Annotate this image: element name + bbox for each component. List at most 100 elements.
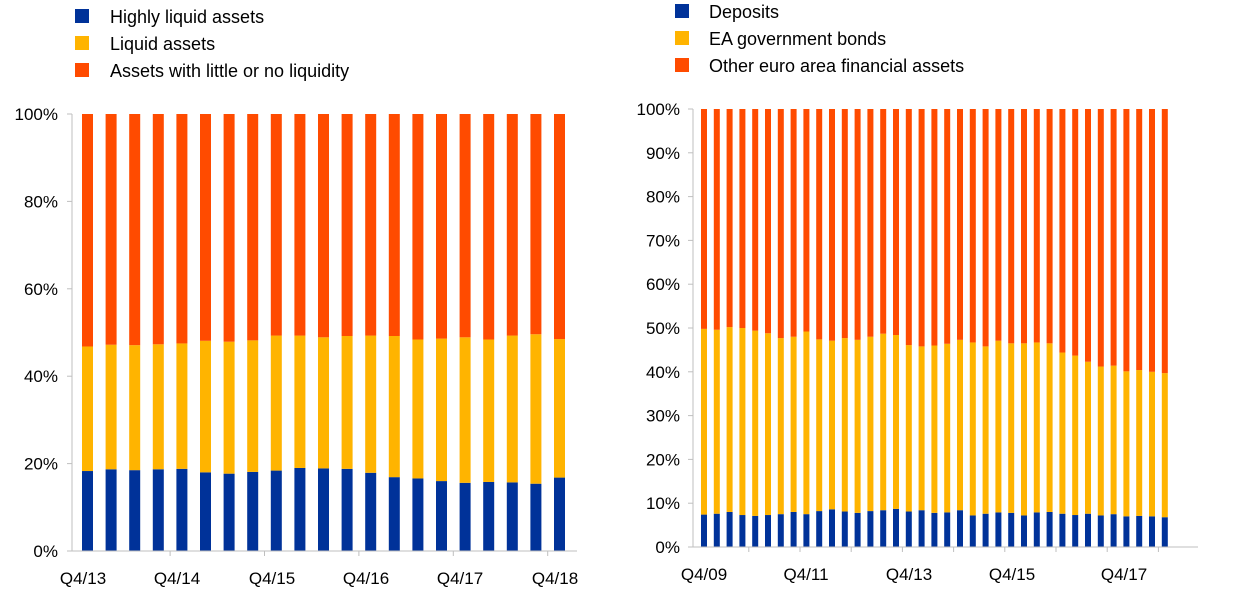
x-tick-label: Q4/17 [437,569,483,588]
bar-segment-1 [905,511,912,547]
bar-segment-2 [867,336,874,512]
x-tick-label: Q4/15 [989,565,1035,584]
bar-segment-1 [82,471,93,551]
bar-segment-2 [995,340,1002,513]
bar-segment-2 [1110,365,1117,515]
bar-segment-2 [129,345,141,471]
bar-segment-3 [530,114,542,335]
bar-segment-2 [944,343,951,513]
legend-label: Liquid assets [110,34,215,54]
bar-segment-1 [701,514,707,547]
bar-segment-3 [1136,109,1143,371]
bar-segment-3 [412,114,424,340]
bar-segment-1 [1059,513,1066,547]
bar-segment-3 [152,114,164,345]
legend-swatch [675,58,689,72]
bar-segment-2 [957,339,963,511]
bar-segment-2 [982,346,989,514]
bar-segment-3 [880,109,887,334]
bar-segment-1 [506,482,518,551]
bar-segment-3 [1149,109,1155,372]
bar-segment-2 [918,346,925,511]
bar-segment-3 [1033,109,1040,343]
bar-segment-3 [1085,109,1091,362]
bar-segment-1 [1021,515,1027,547]
bar-segment-3 [270,114,282,336]
bar-segment-2 [1046,343,1053,512]
bar-segment-2 [854,339,861,513]
bar-segment-2 [1097,366,1104,516]
bar-segment-3 [436,114,447,339]
bar-segment-2 [1072,355,1079,516]
x-tick-label: Q4/13 [60,569,106,588]
bar-segment-1 [318,468,329,551]
bar-segment-3 [854,109,861,340]
bar-segment-1 [854,512,861,547]
bar-segment-1 [1097,515,1104,547]
bar-segment-2 [765,333,771,516]
y-tick-label: 60% [646,275,680,294]
bar-segment-3 [1161,109,1168,374]
bar-segment-2 [436,338,447,482]
bar-segment-1 [829,509,835,547]
bar-segment-1 [841,511,848,547]
bar-segment-3 [905,109,912,346]
bar-segment-2 [1085,361,1091,514]
bar-segment-2 [176,343,188,469]
bar-segment-2 [931,345,938,513]
bar-segment-3 [982,109,989,347]
bar-segment-1 [726,511,733,547]
bar-segment-2 [294,335,306,468]
bar-segment-1 [880,510,887,547]
y-tick-label: 70% [646,231,680,250]
legend-swatch [675,4,689,18]
bar-segment-3 [829,109,835,341]
y-tick-label: 20% [646,450,680,469]
bar-segment-3 [790,109,797,337]
bar-segment-3 [176,114,188,344]
bar-segment-3 [223,114,235,342]
bar-segment-1 [867,511,874,547]
bar-segment-2 [829,340,835,510]
bar-segment-2 [752,330,759,516]
bar-segment-2 [152,344,164,470]
bar-segment-3 [1021,109,1027,344]
bar-segment-2 [365,335,377,473]
bar-segment-1 [739,515,746,547]
bar-segment-3 [506,114,518,336]
bar-segment-1 [803,514,810,547]
bar-segment-1 [129,470,141,551]
bar-segment-3 [969,109,976,343]
bar-segment-2 [1136,370,1143,516]
bar-segment-3 [1110,109,1117,366]
bar-segment-1 [554,477,565,551]
bar-segment-1 [105,469,117,551]
bar-segment-3 [867,109,874,337]
bar-segment-1 [944,512,951,547]
bar-segment-2 [105,344,117,470]
bar-segment-2 [1149,371,1155,517]
bar-segment-2 [841,338,848,512]
bar-segment-1 [1072,515,1079,547]
bar-segment-2 [530,334,542,484]
bar-segment-2 [1008,343,1015,513]
bar-segment-3 [1046,109,1053,344]
bar-segment-3 [459,114,471,338]
bar-segment-3 [388,114,400,336]
y-tick-label: 100% [15,105,58,124]
bar-segment-2 [1021,343,1027,516]
bar-segment-1 [270,470,282,551]
bar-segment-2 [223,341,235,474]
bar-segment-3 [247,114,259,341]
bar-segment-2 [506,335,518,483]
legend-swatch [75,9,89,23]
y-tick-label: 50% [646,319,680,338]
bar-segment-1 [1161,517,1168,547]
bar-segment-1 [436,481,447,551]
bar-segment-2 [905,345,912,512]
bar-segment-3 [554,114,565,340]
bar-segment-2 [341,336,353,469]
legend-label: Other euro area financial assets [709,56,964,76]
bar-segment-3 [365,114,377,336]
chart-2: Deposits EA government bonds Other euro ar… [637,2,1198,584]
